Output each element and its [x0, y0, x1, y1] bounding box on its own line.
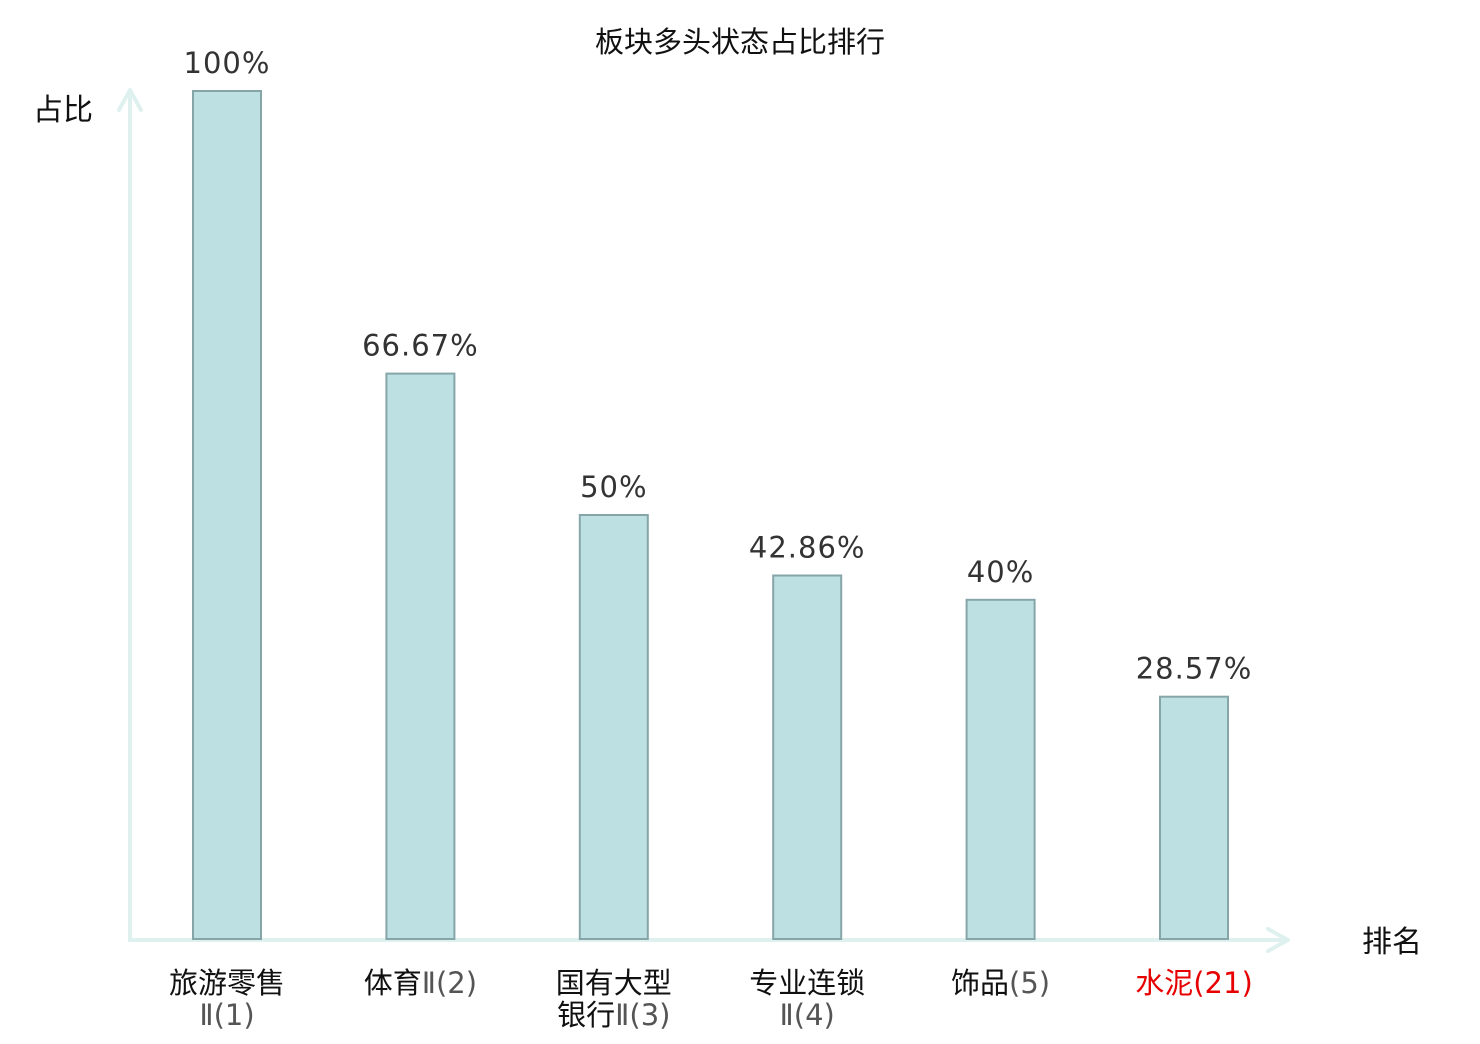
category-name: 水泥 — [1135, 966, 1193, 1000]
category-text: 体育Ⅱ(2) — [364, 966, 477, 1000]
category-text: 银行Ⅱ(3) — [557, 998, 670, 1032]
bar-1 — [192, 90, 262, 940]
category-name: 旅游零售 — [169, 966, 285, 1000]
category-rank: Ⅱ(2) — [422, 966, 477, 1000]
category-name: 体育 — [364, 966, 422, 1000]
value-label-5: 40% — [967, 555, 1034, 589]
value-label-3: 50% — [580, 470, 647, 504]
y-axis-arrowhead — [117, 88, 143, 112]
chart-title: 板块多头状态占比排行 — [595, 25, 885, 59]
x-axis-arrowhead — [1266, 927, 1290, 953]
category-label-6: 水泥(21) — [1135, 966, 1253, 1000]
value-labels: 100% 66.67% 50% 42.86% 40% 28.57% — [184, 46, 1253, 686]
value-label-6: 28.57% — [1136, 652, 1253, 686]
category-label-5: 饰品(5) — [951, 966, 1050, 1000]
bar-2 — [385, 372, 456, 941]
category-text: 饰品(5) — [951, 966, 1050, 1000]
bar-4 — [772, 574, 843, 940]
category-name: 国有大型 — [556, 966, 672, 1000]
bar-3 — [578, 514, 649, 940]
value-label-2: 66.67% — [362, 329, 479, 363]
bar-5 — [965, 598, 1036, 940]
bar-series — [192, 90, 1229, 941]
category-name-cont: 银行 — [557, 998, 615, 1032]
category-rank: (21) — [1193, 966, 1253, 1000]
y-axis-label: 占比 — [33, 93, 93, 128]
category-text: 水泥(21) — [1135, 966, 1253, 1000]
category-label-2: 体育Ⅱ(2) — [364, 966, 477, 1000]
axes — [117, 88, 1290, 953]
category-rank: Ⅱ(4) — [780, 998, 835, 1032]
category-rank: (5) — [1009, 966, 1050, 1000]
value-label-4: 42.86% — [749, 531, 866, 565]
category-name: 饰品 — [951, 966, 1009, 1000]
value-label-1: 100% — [184, 46, 271, 80]
bar-6 — [1159, 695, 1229, 941]
category-rank: Ⅱ(3) — [615, 998, 670, 1032]
category-name: 专业连锁 — [749, 966, 865, 1000]
category-rank: Ⅱ(1) — [199, 998, 254, 1032]
x-axis-label: 排名 — [1362, 925, 1422, 960]
